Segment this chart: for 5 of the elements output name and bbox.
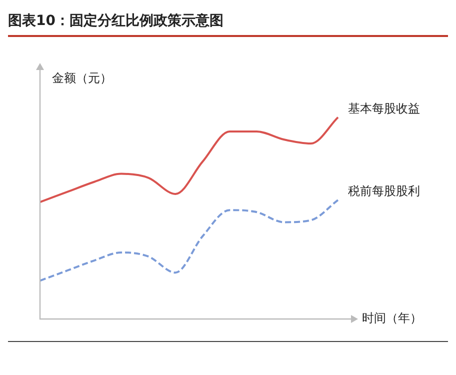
series-label: 税前每股股利: [348, 184, 420, 198]
series-label: 基本每股收益: [348, 101, 420, 116]
x-axis-title: 时间（年）: [362, 311, 422, 326]
y-axis-title: 金额（元）: [52, 71, 112, 86]
chart-title: 图表10：固定分红比例政策示意图: [8, 8, 448, 37]
